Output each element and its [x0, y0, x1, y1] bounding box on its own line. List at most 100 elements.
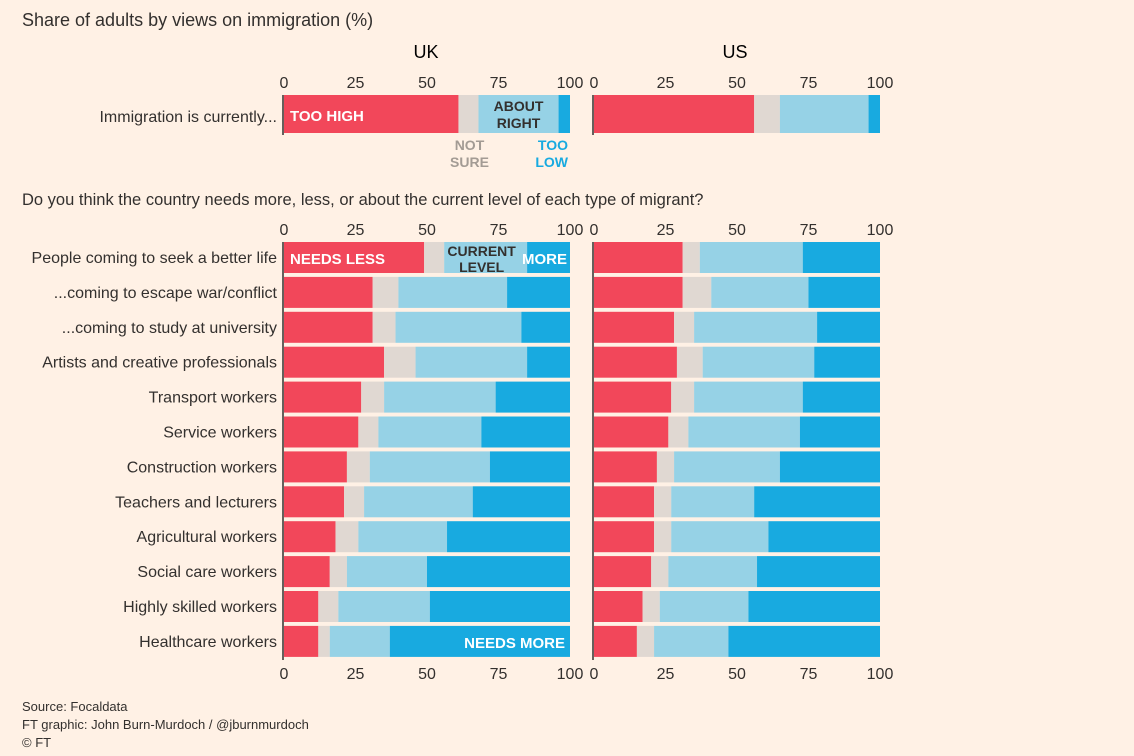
bar-top-uk-current	[478, 95, 559, 133]
bar-uk-8-not_sure	[335, 521, 359, 553]
bar-us-10-more	[748, 591, 880, 622]
bar-us-5-current	[688, 416, 800, 448]
category-label-0: People coming to seek a better life	[32, 250, 278, 267]
bar-uk-6-less	[284, 451, 347, 483]
bar-uk-0-not_sure	[424, 242, 445, 273]
tick-label-top-uk-3: 75	[490, 75, 508, 92]
tick-label-lower-us-4: 100	[867, 666, 894, 683]
bar-us-6-less	[594, 451, 657, 483]
bar-top-uk-less	[284, 95, 459, 133]
bar-uk-3-more	[527, 346, 570, 378]
category-label-8: Agricultural workers	[137, 529, 277, 546]
bar-uk-7-not_sure	[344, 486, 365, 518]
tick-label-lower-us-2: 50	[728, 666, 746, 683]
tick-label-lower-uk-3: 75	[490, 666, 508, 683]
bar-uk-4-current	[384, 381, 496, 413]
bar-uk-4-not_sure	[361, 381, 385, 413]
tick-label-upper-uk-0: 0	[280, 222, 289, 239]
bar-uk-4-less	[284, 381, 362, 413]
bar-top-uk-not_sure	[458, 95, 479, 133]
bar-uk-7-less	[284, 486, 345, 518]
tick-label-top-us-4: 100	[867, 75, 894, 92]
tick-label-top-us-2: 50	[728, 75, 746, 92]
bar-uk-9-less	[284, 556, 330, 588]
bar-us-2-more	[817, 311, 880, 343]
labels-layer: Immigration is currently... TOO HIGH ABOUT…	[32, 98, 569, 652]
bar-us-11-current	[654, 625, 729, 657]
segment-label-more: MORE	[522, 251, 567, 268]
bar-us-8-not_sure	[654, 521, 672, 553]
footer-copyright: © FT	[22, 735, 51, 750]
bar-uk-1-more	[507, 276, 570, 308]
segment-label-needs-more: NEEDS MORE	[464, 635, 565, 652]
bar-us-4-less	[594, 381, 672, 413]
category-label-3: Artists and creative professionals	[42, 355, 277, 372]
footer-credit: FT graphic: John Burn-Murdoch / @jburnmu…	[22, 717, 309, 732]
bar-uk-6-not_sure	[346, 451, 370, 483]
bar-uk-0-less	[284, 242, 425, 273]
bar-uk-9-not_sure	[329, 556, 347, 588]
bar-uk-9-current	[346, 556, 427, 588]
bar-us-11-less	[594, 625, 637, 657]
bar-us-5-less	[594, 416, 669, 448]
tick-label-top-us-3: 75	[800, 75, 818, 92]
tick-label-upper-uk-2: 50	[418, 222, 436, 239]
bar-us-6-more	[779, 451, 880, 483]
bar-uk-10-not_sure	[318, 591, 339, 622]
footer-source: Source: Focaldata	[22, 699, 128, 714]
tick-label-upper-us-1: 25	[657, 222, 675, 239]
tick-label-upper-us-0: 0	[590, 222, 599, 239]
tick-label-top-us-0: 0	[590, 75, 599, 92]
bars-layer	[284, 95, 880, 657]
bar-us-7-current	[671, 486, 755, 518]
bar-us-1-more	[808, 276, 880, 308]
category-label-5: Service workers	[163, 425, 277, 442]
bar-us-5-more	[799, 416, 880, 448]
bar-us-9-not_sure	[651, 556, 669, 588]
bar-top-us-current	[779, 95, 869, 133]
bar-us-11-not_sure	[636, 625, 655, 657]
bar-uk-2-current	[395, 311, 522, 343]
bar-us-6-not_sure	[656, 451, 675, 483]
bar-us-8-more	[768, 521, 880, 553]
category-label-2: ...coming to study at university	[62, 320, 277, 337]
bar-us-9-current	[668, 556, 758, 588]
bar-us-2-current	[694, 311, 818, 343]
bar-uk-11-current	[329, 625, 390, 657]
tick-label-upper-uk-4: 100	[557, 222, 584, 239]
bar-uk-8-less	[284, 521, 336, 553]
bar-us-7-more	[754, 486, 880, 518]
segment-label-low: LOW	[535, 154, 568, 170]
bar-us-1-not_sure	[682, 276, 712, 308]
bar-uk-9-more	[427, 556, 570, 588]
category-label-4: Transport workers	[149, 390, 277, 407]
bar-us-11-more	[728, 625, 880, 657]
bar-uk-0-more	[527, 242, 570, 273]
bar-uk-1-not_sure	[372, 276, 399, 308]
bar-us-4-not_sure	[671, 381, 695, 413]
bar-us-3-current	[702, 346, 815, 378]
bar-us-0-less	[594, 242, 683, 273]
bar-us-0-not_sure	[682, 242, 700, 273]
bar-us-4-current	[694, 381, 803, 413]
chart-title: Share of adults by views on immigration …	[22, 10, 373, 30]
tick-label-top-uk-4: 100	[557, 75, 584, 92]
bar-us-0-more	[802, 242, 880, 273]
bar-uk-7-more	[472, 486, 570, 518]
bar-uk-11-not_sure	[318, 625, 330, 657]
tick-label-lower-uk-1: 25	[347, 666, 365, 683]
bar-uk-5-current	[378, 416, 482, 448]
tick-label-top-uk-1: 25	[347, 75, 365, 92]
segment-label-needs-less: NEEDS LESS	[290, 251, 385, 268]
category-label-7: Teachers and lecturers	[115, 494, 277, 511]
segment-label-not: NOT	[455, 137, 485, 153]
tick-label-upper-uk-1: 25	[347, 222, 365, 239]
segment-label-right: RIGHT	[497, 115, 541, 131]
bar-uk-6-more	[489, 451, 570, 483]
bar-us-3-not_sure	[676, 346, 703, 378]
tick-label-upper-us-3: 75	[800, 222, 818, 239]
bar-us-5-not_sure	[668, 416, 689, 448]
bar-us-10-less	[594, 591, 643, 622]
tick-label-lower-uk-0: 0	[280, 666, 289, 683]
segment-label-level: LEVEL	[459, 259, 505, 275]
